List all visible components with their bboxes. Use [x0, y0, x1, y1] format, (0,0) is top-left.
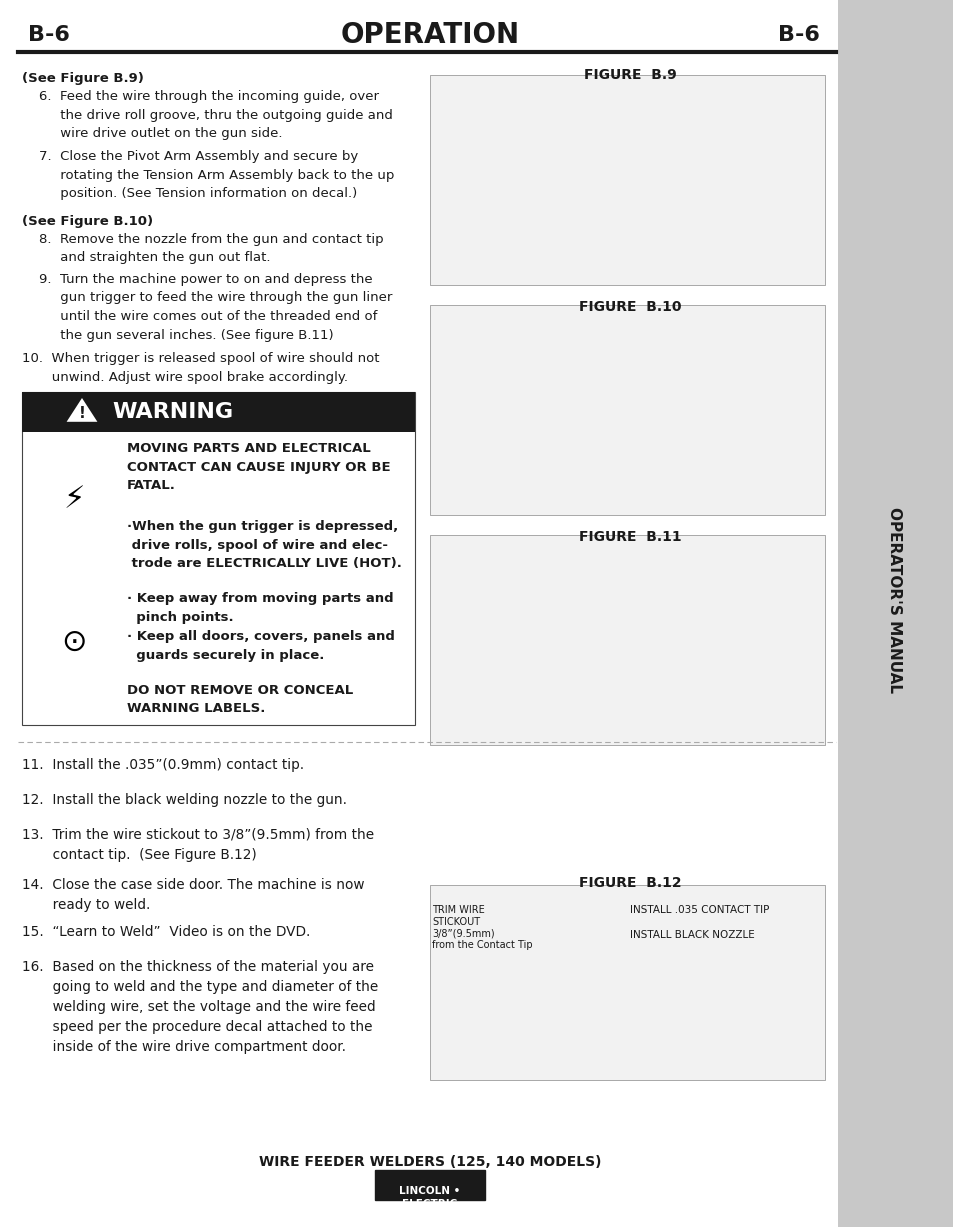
- Text: 6.  Feed the wire through the incoming guide, over
         the drive roll groov: 6. Feed the wire through the incoming gu…: [22, 90, 393, 140]
- Text: B-6: B-6: [28, 25, 70, 45]
- Text: 9.  Turn the machine power to on and depress the
         gun trigger to feed th: 9. Turn the machine power to on and depr…: [22, 272, 392, 341]
- Text: OPERATOR'S MANUAL: OPERATOR'S MANUAL: [886, 507, 902, 693]
- Text: OPERATION: OPERATION: [340, 21, 519, 49]
- Text: 13.  Trim the wire stickout to 3/8”(9.5mm) from the
       contact tip.  (See Fi: 13. Trim the wire stickout to 3/8”(9.5mm…: [22, 828, 374, 863]
- Text: MOVING PARTS AND ELECTRICAL
CONTACT CAN CAUSE INJURY OR BE
FATAL.: MOVING PARTS AND ELECTRICAL CONTACT CAN …: [127, 442, 390, 492]
- Bar: [22, 391, 415, 432]
- Text: ·When the gun trigger is depressed,
 drive rolls, spool of wire and elec-
 trode: ·When the gun trigger is depressed, driv…: [127, 520, 401, 571]
- Text: TRIM WIRE
STICKOUT
3/8”(9.5mm)
from the Contact Tip: TRIM WIRE STICKOUT 3/8”(9.5mm) from the …: [432, 906, 532, 950]
- Text: ⊙: ⊙: [61, 627, 87, 656]
- Text: · Keep away from moving parts and
  pinch points.: · Keep away from moving parts and pinch …: [127, 591, 394, 623]
- Text: WARNING: WARNING: [112, 402, 233, 422]
- Text: FIGURE  B.12: FIGURE B.12: [578, 876, 680, 890]
- Text: ⚡: ⚡: [63, 486, 85, 514]
- Text: 11.  Install the .035”(0.9mm) contact tip.: 11. Install the .035”(0.9mm) contact tip…: [22, 758, 304, 772]
- Text: FIGURE  B.11: FIGURE B.11: [578, 530, 680, 544]
- Text: WIRE FEEDER WELDERS (125, 140 MODELS): WIRE FEEDER WELDERS (125, 140 MODELS): [258, 1155, 600, 1169]
- Text: 7.  Close the Pivot Arm Assembly and secure by
         rotating the Tension Arm: 7. Close the Pivot Arm Assembly and secu…: [22, 150, 394, 200]
- Text: !: !: [78, 405, 86, 421]
- Text: (See Figure B.9): (See Figure B.9): [22, 72, 144, 85]
- Bar: [22, 391, 415, 725]
- Text: FIGURE  B.10: FIGURE B.10: [578, 299, 680, 314]
- Text: (See Figure B.10): (See Figure B.10): [22, 215, 153, 228]
- Text: 15.  “Learn to Weld”  Video is on the DVD.: 15. “Learn to Weld” Video is on the DVD.: [22, 925, 310, 939]
- Text: INSTALL BLACK NOZZLE: INSTALL BLACK NOZZLE: [629, 930, 754, 940]
- Text: FIGURE  B.9: FIGURE B.9: [583, 67, 676, 82]
- Bar: [430, 306, 824, 515]
- Text: DO NOT REMOVE OR CONCEAL
WARNING LABELS.: DO NOT REMOVE OR CONCEAL WARNING LABELS.: [127, 683, 353, 715]
- Text: 12.  Install the black welding nozzle to the gun.: 12. Install the black welding nozzle to …: [22, 793, 347, 807]
- Bar: [430, 75, 824, 285]
- Text: LINCOLN •
ELECTRIC: LINCOLN • ELECTRIC: [399, 1187, 460, 1209]
- Text: 10.  When trigger is released spool of wire should not
       unwind. Adjust wir: 10. When trigger is released spool of wi…: [22, 352, 379, 384]
- Text: · Keep all doors, covers, panels and
  guards securely in place.: · Keep all doors, covers, panels and gua…: [127, 629, 395, 661]
- Bar: [837, 0, 953, 1227]
- Text: INSTALL .035 CONTACT TIP: INSTALL .035 CONTACT TIP: [629, 906, 768, 915]
- Bar: [430, 535, 824, 745]
- Bar: [375, 1171, 484, 1200]
- Text: B-6: B-6: [778, 25, 820, 45]
- Polygon shape: [67, 398, 97, 422]
- Text: 8.  Remove the nozzle from the gun and contact tip
         and straighten the g: 8. Remove the nozzle from the gun and co…: [22, 233, 383, 265]
- Bar: [430, 885, 824, 1080]
- Text: 16.  Based on the thickness of the material you are
       going to weld and the: 16. Based on the thickness of the materi…: [22, 960, 377, 1054]
- Text: 14.  Close the case side door. The machine is now
       ready to weld.: 14. Close the case side door. The machin…: [22, 879, 364, 912]
